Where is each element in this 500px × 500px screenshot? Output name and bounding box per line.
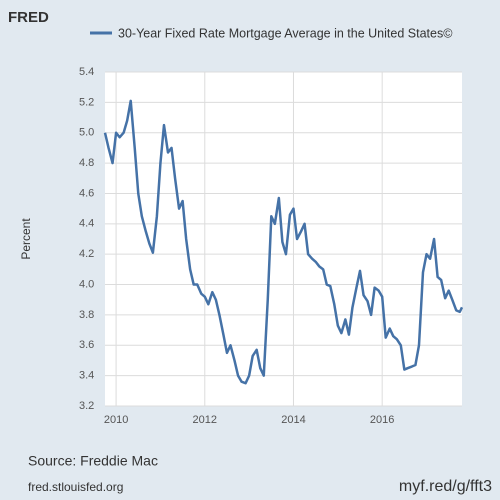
site: fred.stlouisfed.org [28,480,123,494]
source: Source: Freddie Mac [28,453,158,469]
short-url: myf.red/g/fft3 [399,478,492,495]
y-tick-label: 5.2 [79,96,94,108]
y-tick-label: 5.0 [79,127,94,139]
y-tick-label: 4.6 [79,187,94,199]
x-tick-label: 2016 [370,414,394,426]
y-tick-label: 3.2 [79,400,94,412]
y-tick-label: 4.0 [79,278,94,290]
x-tick-label: 2014 [281,414,305,426]
y-tick-label: 3.4 [79,370,94,382]
x-tick-label: 2010 [104,414,128,426]
legend-label: 30-Year Fixed Rate Mortgage Average in t… [118,26,453,40]
plot-area [105,72,462,406]
y-tick-label: 4.4 [79,218,94,230]
line [103,99,464,385]
y-axis-label: Percent [19,218,33,260]
x-tick-label: 2012 [193,414,217,426]
y-tick-label: 3.8 [79,309,94,321]
y-tick-label: 5.4 [79,66,94,78]
y-tick-label: 3.6 [79,339,94,351]
y-tick-label: 4.2 [79,248,94,260]
y-tick-label: 4.8 [79,157,94,169]
logo: FRED [8,9,49,26]
